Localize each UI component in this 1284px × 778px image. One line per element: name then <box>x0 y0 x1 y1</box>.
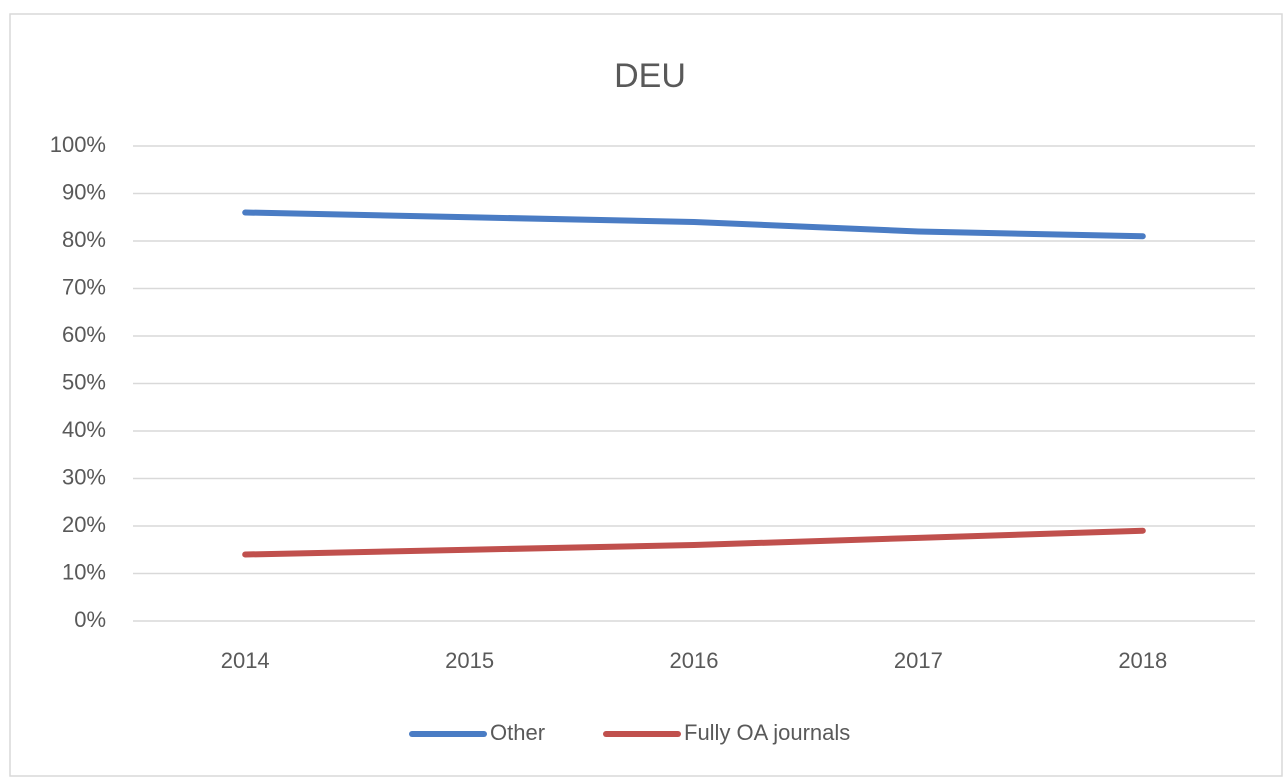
y-tick-label: 70% <box>62 274 106 299</box>
y-tick-label: 60% <box>62 322 106 347</box>
legend-label: Other <box>490 720 545 745</box>
chart-frame <box>9 13 1283 777</box>
y-tick-label: 0% <box>74 607 106 632</box>
y-tick-label: 50% <box>62 369 106 394</box>
y-tick-label: 90% <box>62 179 106 204</box>
chart-title: DEU <box>614 57 686 95</box>
y-tick-label: 20% <box>62 512 106 537</box>
y-tick-label: 40% <box>62 417 106 442</box>
legend-label: Fully OA journals <box>684 720 850 745</box>
y-tick-label: 80% <box>62 227 106 252</box>
x-tick-label: 2015 <box>445 648 494 673</box>
x-tick-label: 2014 <box>221 648 270 673</box>
x-tick-label: 2016 <box>670 648 719 673</box>
x-tick-label: 2017 <box>894 648 943 673</box>
series-line <box>242 527 1146 558</box>
y-tick-label: 100% <box>50 132 106 157</box>
y-tick-label: 30% <box>62 464 106 489</box>
x-tick-label: 2018 <box>1118 648 1167 673</box>
series-line <box>242 209 1146 240</box>
y-tick-label: 10% <box>62 559 106 584</box>
